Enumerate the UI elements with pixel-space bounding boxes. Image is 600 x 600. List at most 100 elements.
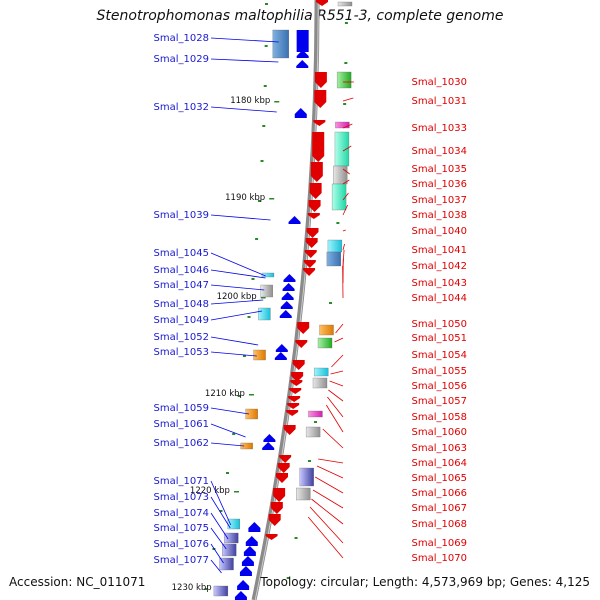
tick-mark [262, 125, 266, 127]
kbp-label: 1210 kbp [205, 389, 245, 399]
gene-label-right: Smal_1037 [412, 195, 467, 206]
feature-box [299, 467, 314, 487]
feature-box [319, 324, 334, 336]
leader-line [328, 389, 344, 402]
leader-line [334, 337, 344, 343]
forward-gene-arrow [270, 502, 283, 514]
forward-gene-arrow [295, 340, 308, 348]
forward-gene-arrow [279, 455, 292, 463]
gene-label-right: Smal_1064 [412, 458, 467, 469]
gene-label-right: Smal_1057 [412, 396, 467, 407]
tick-mark [260, 160, 264, 162]
reverse-gene-arrow [296, 50, 309, 58]
tick-mark [232, 433, 236, 435]
leader-line [210, 480, 232, 526]
feature-box [327, 239, 343, 253]
leader-line [322, 428, 344, 449]
forward-gene-arrow [307, 213, 320, 219]
leader-line [210, 543, 224, 564]
feature-box [261, 272, 275, 278]
gene-label-left: Smal_1071 [154, 476, 209, 487]
tick-mark [294, 537, 298, 539]
leader-line [342, 123, 353, 129]
gene-label-right: Smal_1038 [412, 210, 467, 221]
gene-label-right: Smal_1043 [412, 278, 467, 289]
leader-line [210, 351, 257, 357]
leader-line [342, 192, 349, 201]
feature-box [272, 29, 289, 59]
leader-line [316, 465, 344, 479]
forward-gene-arrow [276, 473, 289, 483]
forward-gene-arrow [289, 388, 302, 394]
map-title: Stenotrophomonas maltophilia R551-3, com… [96, 8, 504, 24]
gene-label-left: Smal_1047 [154, 280, 209, 291]
kbp-tick [260, 297, 266, 299]
leader-line [307, 516, 344, 559]
feature-box [314, 367, 329, 377]
reverse-gene-arrow [239, 566, 252, 576]
kbp-label: 1180 kbp [230, 96, 270, 106]
feature-box [245, 408, 258, 420]
feature-box [253, 349, 266, 361]
reverse-gene-arrow [241, 556, 254, 566]
gene-label-left: Smal_1061 [154, 419, 209, 430]
forward-gene-arrow [277, 463, 290, 473]
reverse-gene-arrow [248, 522, 261, 532]
leader-line [210, 496, 231, 529]
feature-box [222, 543, 237, 557]
feature-box [224, 532, 239, 544]
gene-label-left: Smal_1032 [154, 102, 209, 113]
reverse-gene-body [296, 30, 309, 52]
kbp-label: 1230 kbp [172, 583, 212, 593]
feature-box [336, 71, 352, 89]
reverse-gene-arrow [294, 108, 307, 118]
leader-line [331, 354, 344, 368]
tick-mark [344, 62, 348, 64]
reverse-gene-arrow [281, 292, 294, 300]
leader-line [342, 97, 354, 102]
feature-box [331, 183, 347, 211]
leader-line [309, 506, 344, 544]
forward-gene-arrow [303, 268, 316, 276]
tick-mark [258, 200, 261, 202]
leader-line [318, 458, 344, 464]
leader-line [314, 476, 344, 494]
leader-line [329, 380, 344, 387]
gene-label-right: Smal_1040 [412, 226, 467, 237]
reverse-gene-arrow [283, 274, 296, 282]
leader-line [311, 498, 344, 525]
forward-gene-arrow [304, 250, 317, 258]
leader-line [210, 423, 246, 438]
feature-box [326, 251, 342, 267]
tick-mark [264, 45, 268, 47]
reverse-gene-arrow [243, 546, 256, 556]
gene-label-left: Smal_1049 [154, 315, 209, 326]
leader-line [210, 284, 265, 291]
leader-line [210, 37, 279, 43]
forward-gene-arrow [306, 228, 319, 238]
feature-box [335, 121, 350, 129]
leader-line [210, 269, 266, 279]
feature-box [258, 307, 271, 321]
tick-mark [264, 3, 268, 5]
reverse-gene-arrow [262, 442, 275, 450]
gene-label-right: Smal_1042 [412, 261, 467, 272]
gene-label-right: Smal_1063 [412, 443, 467, 454]
reverse-gene-arrow [234, 591, 247, 600]
feature-box [213, 585, 229, 597]
gene-label-right: Smal_1058 [412, 412, 467, 423]
gene-label-right: Smal_1069 [412, 538, 467, 549]
gene-label-right: Smal_1067 [412, 503, 467, 514]
leader-line [342, 204, 349, 216]
gene-label-right: Smal_1055 [412, 366, 467, 377]
forward-gene-arrow [309, 183, 322, 199]
kbp-label: 1190 kbp [225, 193, 265, 203]
reverse-gene-arrow [274, 352, 287, 360]
reverse-gene-arrow [263, 434, 276, 442]
leader-line [210, 512, 229, 540]
forward-gene-arrow [286, 410, 299, 416]
kbp-label: 1200 kbp [217, 292, 257, 302]
gene-label-right: Smal_1070 [412, 553, 467, 564]
gene-label-right: Smal_1056 [412, 381, 467, 392]
forward-gene-arrow [288, 396, 301, 402]
